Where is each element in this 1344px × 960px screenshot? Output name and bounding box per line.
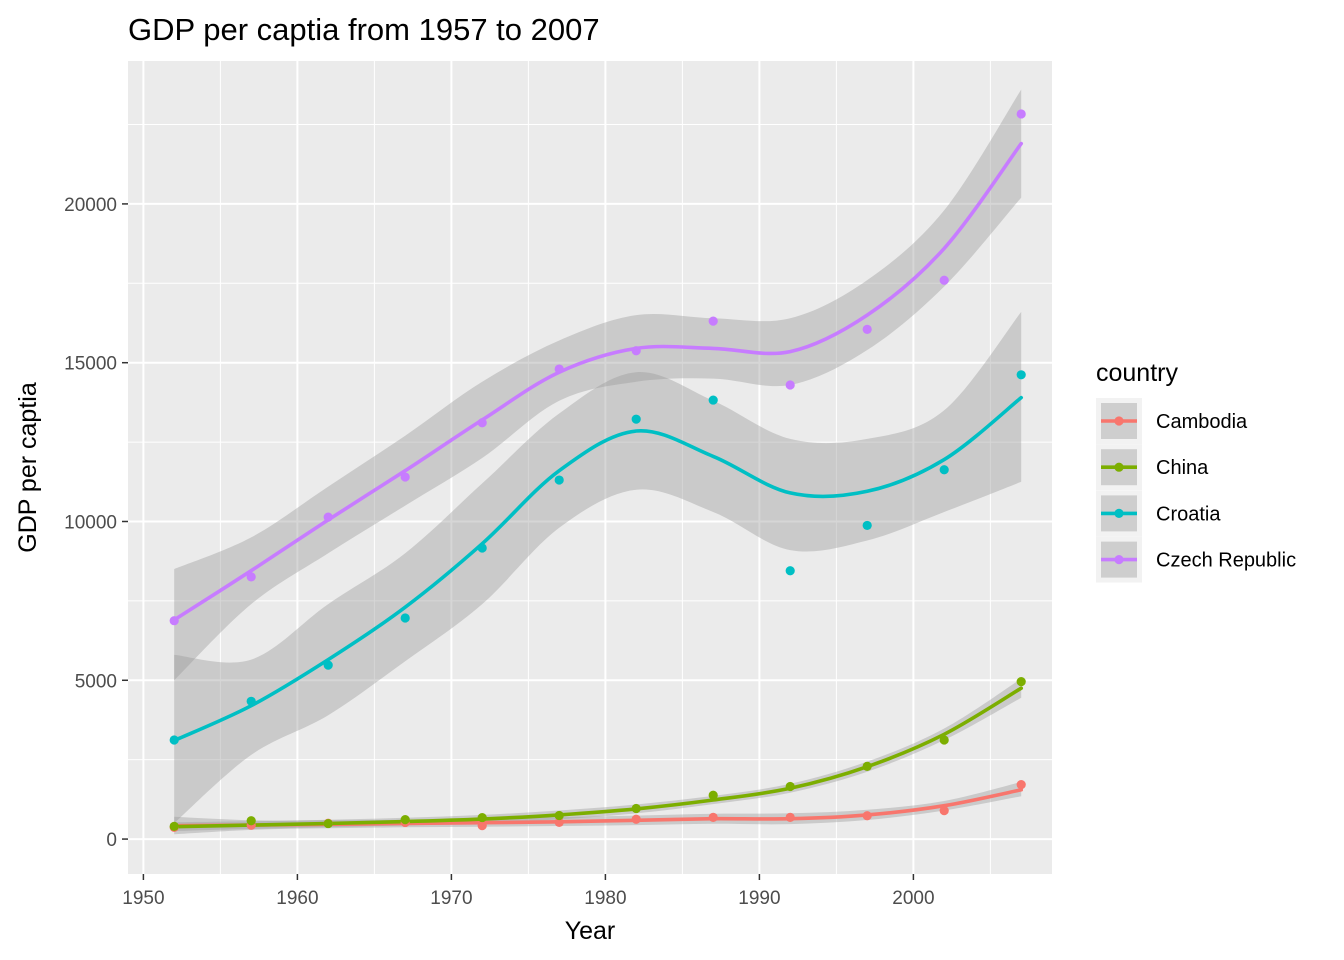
data-point — [554, 810, 564, 821]
data-point — [1016, 676, 1026, 687]
major-gridlines — [128, 61, 1052, 874]
x-tick-label: 1960 — [276, 888, 318, 909]
legend-key-point — [1114, 555, 1124, 565]
data-point — [554, 817, 564, 827]
data-point — [323, 818, 333, 829]
confidence-band — [174, 311, 1022, 824]
data-point — [246, 696, 256, 706]
data-point — [862, 520, 872, 531]
x-axis-title: Year — [565, 917, 616, 945]
x-tick-label: 1950 — [122, 888, 164, 909]
confidence-band — [174, 89, 1022, 681]
legend-label: Croatia — [1156, 503, 1221, 525]
data-point — [785, 380, 795, 390]
data-point — [708, 790, 718, 800]
data-point — [169, 616, 179, 626]
legend-label: Cambodia — [1156, 411, 1248, 433]
data-point — [323, 512, 333, 522]
data-point — [785, 781, 795, 792]
data-point — [477, 821, 487, 831]
data-point — [785, 812, 795, 823]
data-point — [477, 418, 487, 428]
x-tick-label: 1970 — [430, 888, 472, 909]
smooth-line — [172, 395, 1023, 743]
legend-key-point — [1114, 462, 1124, 472]
minor-gridlines — [128, 61, 1052, 874]
legend: country Cambodia China Croatia Czech Republ… — [1096, 359, 1296, 583]
x-axis: 1950 1960 1970 1980 1990 2000 — [122, 874, 935, 909]
data-point — [708, 812, 718, 822]
y-tick-label: 10000 — [64, 512, 117, 533]
data-point — [631, 814, 641, 824]
smooth-line — [172, 141, 1023, 622]
data-point — [169, 735, 179, 745]
data-point — [939, 465, 949, 475]
data-point — [1016, 780, 1026, 790]
data-point — [554, 364, 564, 374]
legend-title: country — [1096, 359, 1178, 387]
y-tick-label: 0 — [106, 830, 117, 851]
data-point — [246, 816, 256, 826]
data-point — [631, 414, 641, 424]
data-point — [1016, 109, 1026, 119]
y-axis-title: GDP per captia — [14, 382, 42, 553]
legend-key-point — [1114, 508, 1124, 518]
data-point — [939, 735, 949, 745]
data-point — [400, 472, 410, 482]
data-point — [246, 572, 256, 582]
x-tick-label: 2000 — [892, 888, 934, 909]
legend-label: Czech Republic — [1156, 550, 1296, 572]
data-points — [169, 109, 1026, 832]
data-point — [323, 660, 333, 670]
data-point — [862, 761, 872, 771]
data-point — [631, 803, 641, 814]
data-point — [708, 395, 718, 405]
y-axis: 0 5000 10000 15000 20000 — [64, 195, 128, 851]
data-point — [785, 566, 795, 576]
data-point — [939, 275, 949, 285]
data-point — [862, 811, 872, 821]
data-point — [939, 806, 949, 816]
legend-label: China — [1156, 457, 1209, 479]
data-point — [862, 324, 872, 334]
data-point — [400, 814, 410, 825]
data-point — [169, 821, 179, 831]
y-tick-label: 5000 — [75, 671, 117, 692]
chart-title: GDP per captia from 1957 to 2007 — [128, 12, 600, 47]
data-point — [554, 475, 564, 485]
plot-panel — [128, 61, 1052, 874]
data-point — [477, 812, 487, 823]
data-point — [477, 543, 487, 553]
y-tick-label: 15000 — [64, 354, 117, 375]
x-tick-label: 1980 — [584, 888, 626, 909]
data-point — [631, 346, 641, 356]
legend-key-point — [1114, 416, 1124, 426]
data-point — [1016, 370, 1026, 380]
x-tick-label: 1990 — [738, 888, 780, 909]
data-point — [708, 316, 718, 326]
data-point — [400, 613, 410, 623]
y-tick-label: 20000 — [64, 195, 117, 216]
